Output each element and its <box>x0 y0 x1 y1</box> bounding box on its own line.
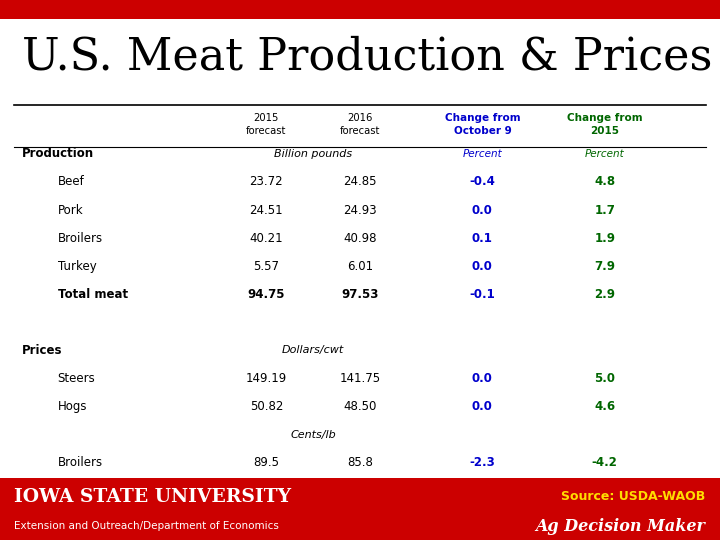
Text: Percent: Percent <box>585 149 625 159</box>
Text: 2016
forecast: 2016 forecast <box>340 113 380 136</box>
Text: 4.6: 4.6 <box>594 400 616 413</box>
Text: 5.57: 5.57 <box>253 260 279 273</box>
Text: Extension and Outreach/Department of Economics: Extension and Outreach/Department of Eco… <box>14 521 279 531</box>
Text: 97.53: 97.53 <box>341 288 379 301</box>
Text: Turkey: Turkey <box>58 484 96 497</box>
Text: -4.2: -4.2 <box>592 456 618 469</box>
Text: 1.7: 1.7 <box>595 204 615 217</box>
Text: 0.0: 0.0 <box>472 400 492 413</box>
Text: -0.1: -0.1 <box>469 288 495 301</box>
Text: U.S. Meat Production & Prices: U.S. Meat Production & Prices <box>22 35 712 78</box>
Text: 141.75: 141.75 <box>339 372 381 385</box>
Text: 50.82: 50.82 <box>250 400 283 413</box>
Text: 94.75: 94.75 <box>248 288 285 301</box>
Text: Change from
October 9: Change from October 9 <box>444 113 521 136</box>
Text: -2.3: -2.3 <box>469 456 495 469</box>
Text: -2.7: -2.7 <box>592 484 618 497</box>
Text: Steers: Steers <box>58 372 95 385</box>
Text: Production: Production <box>22 147 94 160</box>
Text: 24.93: 24.93 <box>343 204 377 217</box>
Text: 7.9: 7.9 <box>594 260 616 273</box>
Text: 5.0: 5.0 <box>594 372 616 385</box>
Text: Change from
2015: Change from 2015 <box>567 113 643 136</box>
Text: 89.5: 89.5 <box>253 456 279 469</box>
Text: Broilers: Broilers <box>58 456 103 469</box>
Text: IOWA STATE UNIVERSITY: IOWA STATE UNIVERSITY <box>14 488 292 505</box>
Text: Source: USDA-WAOB: Source: USDA-WAOB <box>562 490 706 503</box>
Text: 0.0: 0.0 <box>472 372 492 385</box>
Text: 2.9: 2.9 <box>594 288 616 301</box>
Text: Broilers: Broilers <box>58 232 103 245</box>
Text: 40.98: 40.98 <box>343 232 377 245</box>
Text: Percent: Percent <box>462 149 503 159</box>
Text: Beef: Beef <box>58 176 84 188</box>
Text: -0.4: -0.4 <box>469 176 495 188</box>
Text: 117.1: 117.1 <box>250 484 283 497</box>
Text: 2015
forecast: 2015 forecast <box>246 113 287 136</box>
Text: 24.85: 24.85 <box>343 176 377 188</box>
Text: Cents/dozen: Cents/dozen <box>279 514 348 524</box>
Text: 24.51: 24.51 <box>250 204 283 217</box>
Text: Dollars/cwt: Dollars/cwt <box>282 346 344 355</box>
Text: 23.72: 23.72 <box>250 176 283 188</box>
Text: 0.1: 0.1 <box>472 232 492 245</box>
Text: 0.0: 0.0 <box>472 260 492 273</box>
Text: 1.9: 1.9 <box>594 232 616 245</box>
Text: 114.0: 114.0 <box>343 484 377 497</box>
Text: 4.8: 4.8 <box>594 176 616 188</box>
Text: 149.19: 149.19 <box>246 372 287 385</box>
Text: Billion pounds: Billion pounds <box>274 149 352 159</box>
Text: 6.01: 6.01 <box>347 260 373 273</box>
Text: Hogs: Hogs <box>58 400 87 413</box>
Text: 48.50: 48.50 <box>343 400 377 413</box>
Text: 0.0: 0.0 <box>472 204 492 217</box>
Text: Cents/lb: Cents/lb <box>290 430 336 440</box>
Text: 40.21: 40.21 <box>250 232 283 245</box>
Text: -0.4: -0.4 <box>469 484 495 497</box>
Text: Turkey: Turkey <box>58 260 96 273</box>
Text: Total meat: Total meat <box>58 288 127 301</box>
Text: 85.8: 85.8 <box>347 456 373 469</box>
Text: Prices: Prices <box>22 344 62 357</box>
Text: Pork: Pork <box>58 204 84 217</box>
Text: Ag Decision Maker: Ag Decision Maker <box>536 518 706 535</box>
